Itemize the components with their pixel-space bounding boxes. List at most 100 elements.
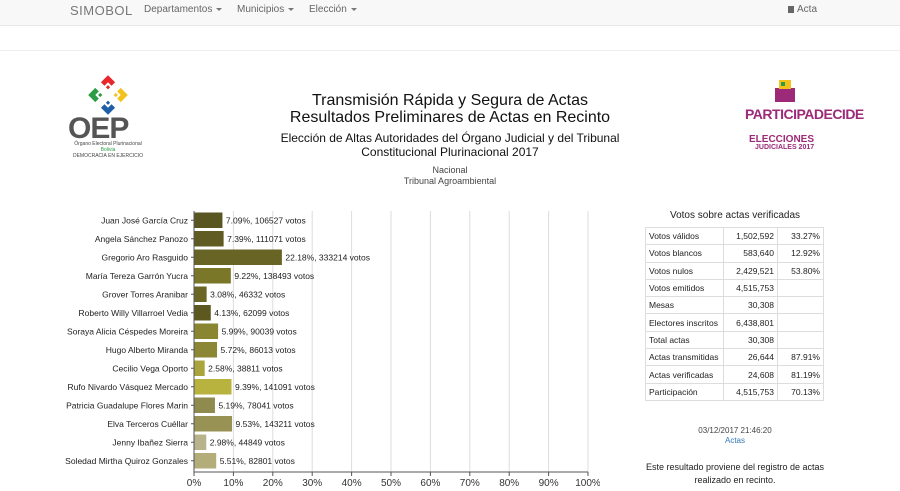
stats-cell-pct	[777, 296, 824, 315]
x-tick-label: 10%	[223, 478, 243, 489]
stats-cell-val: 26,644	[723, 348, 778, 367]
acta-link[interactable]: Acta	[788, 4, 817, 15]
stats-cell-val: 2,429,521	[723, 261, 778, 280]
stats-cell-pct: 12.92%	[777, 244, 824, 263]
stats-cell-lab: Votos emitidos	[645, 278, 724, 298]
stats-cell-lab: Votos válidos	[645, 226, 724, 246]
timestamp: 03/12/2017 21:46:20	[698, 426, 772, 435]
x-tick-label: 60%	[420, 478, 440, 489]
stats-row: Actas verificadas 24,608 81.19%	[645, 365, 824, 384]
stats-cell-val: 24,608	[723, 365, 778, 384]
stats-cell-val: 30,308	[723, 330, 778, 350]
bar-value-label: 5.19%, 78041 votos	[218, 400, 293, 410]
participa-line1: ELECCIONES	[749, 134, 815, 145]
brand-link[interactable]: SIMOBOL	[70, 3, 133, 18]
category-label: Hugo Alberto Miranda	[106, 345, 188, 355]
bar-value-label: 3.08%, 46332 votos	[210, 289, 285, 299]
bar-value-label: 9.39%, 141091 votos	[235, 382, 315, 392]
x-tick-label: 50%	[381, 478, 401, 489]
acta-label: Acta	[797, 4, 818, 15]
nav-municipios-dropdown[interactable]: Municipios	[237, 4, 295, 15]
top-navbar: SIMOBOL Departamentos Municipios Elecció…	[0, 0, 900, 26]
stats-cell-pct: 87.91%	[777, 348, 824, 367]
bar	[194, 268, 231, 284]
bar-value-label: 5.51%, 82801 votos	[220, 456, 295, 466]
divider	[0, 50, 900, 51]
bar	[194, 286, 207, 302]
stats-cell-lab: Actas verificadas	[645, 365, 724, 384]
election-subtitle-line1: Elección de Altas Autoridades del Órgano…	[280, 131, 620, 145]
bar	[194, 342, 218, 358]
results-bar-chart: 0% 10% 20% 30% 40% 50% 60% 70% 80% 90% 100% Juan Jo…	[0, 205, 600, 491]
oep-sub3: DEMOCRACIA EN EJERCICIO	[72, 153, 143, 159]
bar	[194, 249, 282, 265]
category-label: Roberto Willy Villarroel Vedia	[79, 308, 189, 318]
stats-title: Votos sobre actas verificadas	[669, 210, 801, 221]
bar-value-label: 7.39%, 111071 votos	[227, 234, 306, 244]
caret-down-icon	[350, 7, 357, 11]
bar	[194, 360, 205, 376]
bar-value-label: 2.58%, 38811 votos	[208, 363, 283, 373]
page-title-line1: Transmisión Rápida y Segura de Actas	[312, 92, 588, 109]
actas-link[interactable]: Actas	[724, 436, 745, 445]
stats-row: Votos blancos 583,640 12.92%	[645, 244, 824, 263]
bar-value-label: 9.53%, 143211 votos	[236, 419, 315, 429]
bar	[194, 453, 217, 469]
category-label: María Tereza Garrón Yucra	[86, 271, 188, 281]
caret-down-icon	[216, 7, 223, 11]
bar-value-label: 5.72%, 86013 votos	[221, 345, 296, 355]
category-label: Cecilio Vega Oporto	[112, 363, 188, 373]
results-note: Este resultado proviene del registro de …	[645, 462, 825, 485]
category-label: Soraya Alicia Céspedes Moreira	[67, 326, 188, 336]
stats-table: Votos válidos 1,502,592 33.27% Votos blanco…	[645, 226, 824, 401]
stats-cell-pct: 70.13%	[777, 382, 824, 401]
results-bar-chart-svg: 0% 10% 20% 30% 40% 50% 60% 70% 80% 90% 100% Juan Jo…	[65, 211, 600, 489]
oep-sub1: Órgano Electoral Plurinacional	[74, 141, 142, 147]
bar-value-label: 2.98%, 44849 votos	[210, 437, 285, 447]
x-tick-label: 40%	[342, 478, 362, 489]
ballot-box-icon	[775, 80, 795, 102]
oep-wordmark: OEP	[68, 112, 129, 145]
bar	[194, 434, 207, 450]
nav-eleccion-dropdown[interactable]: Elección	[309, 4, 357, 15]
category-label: Rufo Nivardo Vásquez Mercado	[68, 382, 189, 392]
category-label: Elva Terceros Cuéllar	[107, 419, 188, 429]
bar	[194, 212, 223, 228]
scope-label: Nacional	[432, 165, 468, 175]
stats-row: Electores inscritos 6,438,801	[645, 313, 824, 332]
nav-departamentos-label: Departamentos	[144, 4, 213, 15]
nav-municipios-label: Municipios	[237, 4, 285, 15]
bar	[194, 305, 211, 321]
oep-sub2: Bolivia	[100, 147, 116, 153]
stats-row: Mesas 30,308	[645, 296, 824, 315]
bar-value-label: 7.09%, 106527 votos	[226, 215, 306, 225]
stats-cell-val: 30,308	[723, 296, 778, 315]
x-tick-label: 90%	[539, 478, 559, 489]
bar	[194, 416, 233, 432]
oep-logo: OEP Órgano Electoral Plurinacional Boliv…	[68, 75, 148, 160]
stats-cell-lab: Votos blancos	[645, 244, 724, 263]
stats-cell-val: 1,502,592	[723, 226, 778, 246]
oep-subtitle: Órgano Electoral Plurinacional Bolivia D…	[68, 141, 148, 159]
stats-cell-val: 583,640	[723, 244, 778, 263]
stats-cell-val: 4,515,753	[723, 382, 778, 401]
bar	[194, 323, 219, 339]
election-subtitle-line2: Constitucional Plurinacional 2017	[361, 145, 539, 159]
stats-row: Votos válidos 1,502,592 33.27%	[645, 226, 824, 246]
stats-row: Votos emitidos 4,515,753	[645, 278, 824, 298]
stats-cell-lab: Actas transmitidas	[645, 348, 724, 367]
nav-departamentos-dropdown[interactable]: Departamentos	[144, 4, 223, 15]
category-label: Juan José García Cruz	[101, 215, 188, 225]
court-label: Tribunal Agroambiental	[403, 176, 497, 186]
stats-row: Actas transmitidas 26,644 87.91%	[645, 348, 824, 367]
page-title-line2: Resultados Preliminares de Actas en Reci…	[289, 109, 611, 126]
category-label: Grover Torres Aranibar	[102, 289, 188, 299]
participa-line2: JUDICIALES 2017	[755, 144, 815, 151]
stats-row: Votos nulos 2,429,521 53.80%	[645, 261, 824, 280]
stats-cell-lab: Votos nulos	[645, 261, 724, 280]
bar	[194, 231, 224, 247]
stats-cell-lab: Mesas	[645, 296, 724, 315]
caret-down-icon	[288, 7, 295, 11]
bar-value-label: 4.13%, 62099 votos	[214, 308, 289, 318]
x-tick-label: 100%	[575, 478, 600, 489]
